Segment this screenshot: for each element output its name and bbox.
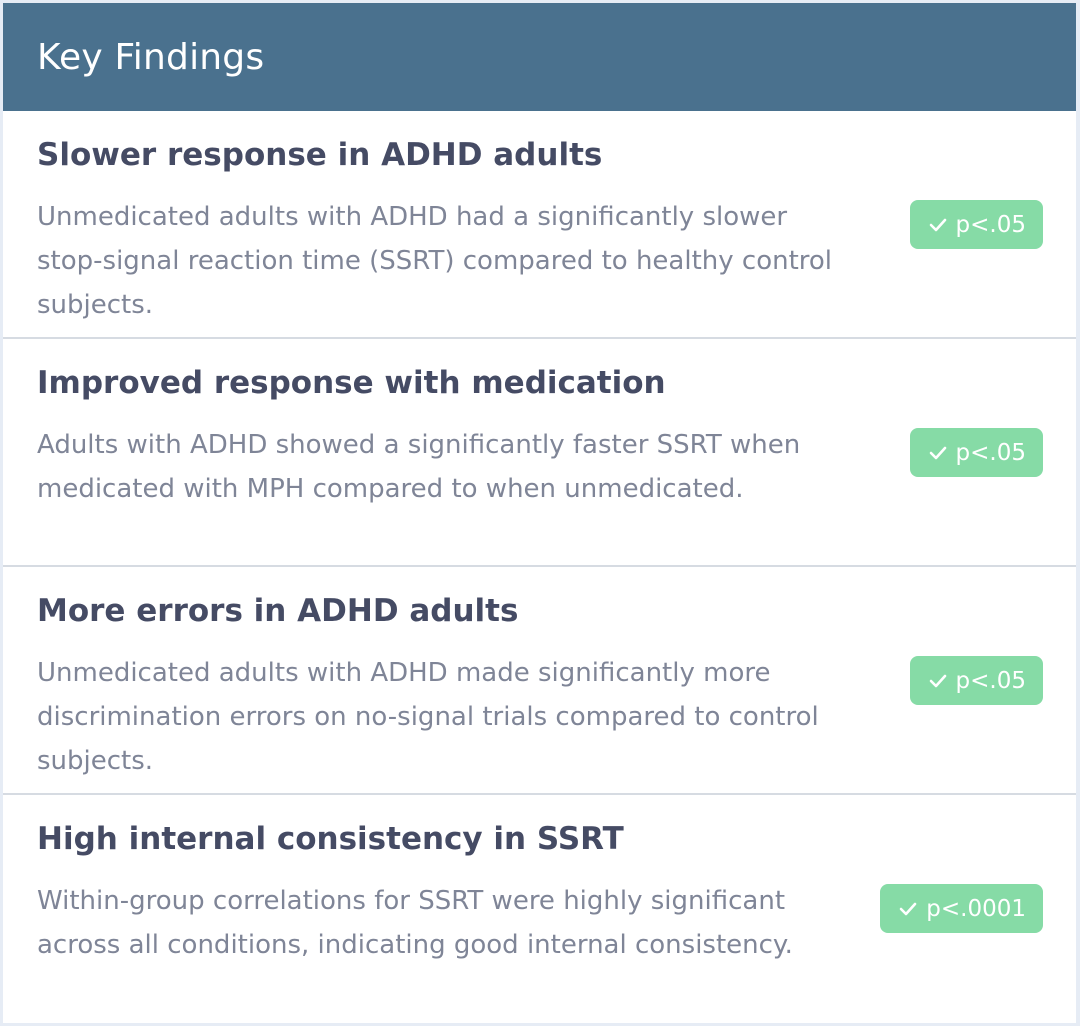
panel-header: Key Findings bbox=[3, 3, 1076, 111]
finding-item: Slower response in ADHD adults Unmedicat… bbox=[3, 111, 1076, 339]
significance-badge: p<.05 bbox=[909, 656, 1043, 705]
finding-title: Improved response with medication bbox=[37, 365, 666, 401]
finding-title: High internal consistency in SSRT bbox=[37, 821, 624, 857]
finding-item: High internal consistency in SSRT Within… bbox=[3, 795, 1076, 1021]
finding-title: More errors in ADHD adults bbox=[37, 593, 519, 629]
finding-title: Slower response in ADHD adults bbox=[37, 137, 603, 173]
key-findings-panel: Key Findings Slower response in ADHD adu… bbox=[3, 3, 1076, 1023]
significance-badge: p<.0001 bbox=[880, 884, 1043, 933]
significance-value: p<.05 bbox=[955, 439, 1026, 466]
finding-description: Unmedicated adults with ADHD made signif… bbox=[37, 658, 819, 776]
finding-description: Adults with ADHD showed a significantly … bbox=[37, 430, 801, 504]
finding-item: Improved response with medication Adults… bbox=[3, 339, 1076, 567]
significance-value: p<.05 bbox=[955, 667, 1026, 694]
check-icon bbox=[929, 674, 946, 687]
significance-value: p<.0001 bbox=[926, 895, 1026, 922]
significance-badge: p<.05 bbox=[909, 200, 1043, 249]
finding-description: Unmedicated adults with ADHD had a signi… bbox=[37, 202, 833, 320]
finding-description: Within-group correlations for SSRT were … bbox=[37, 886, 793, 960]
significance-badge: p<.05 bbox=[909, 428, 1043, 477]
significance-value: p<.05 bbox=[955, 211, 1026, 238]
check-icon bbox=[929, 218, 946, 231]
finding-item: More errors in ADHD adults Unmedicated a… bbox=[3, 567, 1076, 795]
check-icon bbox=[929, 446, 946, 459]
check-icon bbox=[899, 902, 917, 915]
panel-title: Key Findings bbox=[37, 36, 265, 78]
